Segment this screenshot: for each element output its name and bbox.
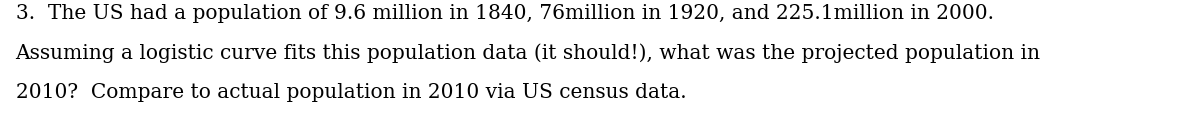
Text: Assuming a logistic curve fits this population data (it should!), what was the p: Assuming a logistic curve fits this popu… bbox=[16, 43, 1040, 63]
Text: 2010?  Compare to actual population in 2010 via US census data.: 2010? Compare to actual population in 20… bbox=[16, 83, 686, 102]
Text: 3.  The US had a population of 9.6 million in 1840, 76million in 1920, and 225.1: 3. The US had a population of 9.6 millio… bbox=[16, 4, 994, 23]
